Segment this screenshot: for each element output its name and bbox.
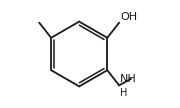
Text: NH: NH — [120, 74, 137, 84]
Text: H: H — [120, 88, 127, 98]
Text: OH: OH — [121, 12, 138, 22]
